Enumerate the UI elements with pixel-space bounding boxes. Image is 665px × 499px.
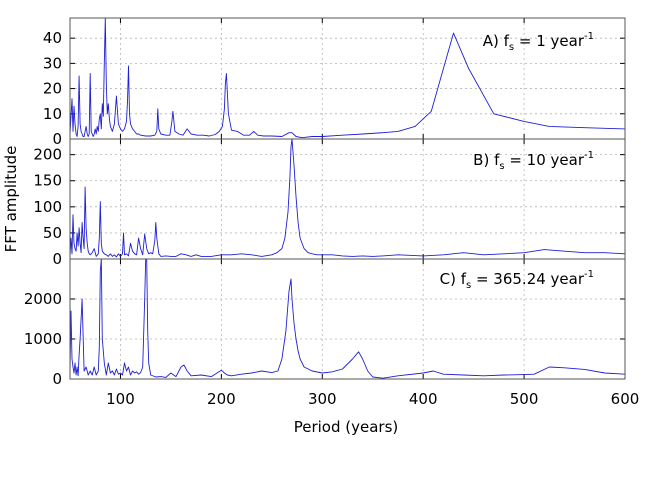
panel-label-rest: = 1 year bbox=[514, 32, 585, 50]
x-tick-label: 400 bbox=[409, 390, 438, 408]
series-line-panel-1 bbox=[70, 18, 625, 139]
x-tick-label: 200 bbox=[207, 390, 236, 408]
x-tick-label: 600 bbox=[611, 390, 640, 408]
y-tick-label: 0 bbox=[52, 250, 62, 268]
panel-1: 0 10 20 30 40 A) fs = 1 year-1 bbox=[43, 17, 626, 148]
panel-label-rest: = 365.24 year bbox=[471, 270, 585, 288]
panel-label-sup: -1 bbox=[584, 269, 594, 280]
x-tick-label: 100 bbox=[106, 390, 135, 408]
panel-label-main: A) f bbox=[483, 32, 510, 50]
series-line-panel-3 bbox=[70, 259, 625, 379]
panel-label-sup: -1 bbox=[584, 150, 594, 161]
panel-label-sub: s bbox=[509, 42, 514, 53]
y-tick-label: 100 bbox=[33, 198, 62, 216]
y-tick-label: 200 bbox=[33, 146, 62, 164]
panel-label: C) fs = 365.24 year-1 bbox=[440, 269, 594, 291]
panel-label-rest: = 10 year bbox=[505, 151, 585, 169]
panel-label: B) fs = 10 year-1 bbox=[473, 150, 594, 172]
panel-label-sub: s bbox=[499, 161, 504, 172]
y-tick-label: 40 bbox=[43, 29, 62, 47]
panel-label-sup: -1 bbox=[584, 31, 594, 42]
y-tick-label: 10 bbox=[43, 105, 62, 123]
panel-3: 0 1000 2000 C) fs = 365.24 year-1 bbox=[24, 258, 626, 388]
panel-label-main: C) f bbox=[440, 270, 467, 288]
y-axis-title: FFT amplitude bbox=[2, 146, 20, 253]
y-tick-label: 20 bbox=[43, 80, 62, 98]
y-tick-label: 1000 bbox=[24, 330, 62, 348]
y-tick-label: 50 bbox=[43, 224, 62, 242]
series-line-panel-2 bbox=[70, 139, 625, 258]
y-tick-label: 0 bbox=[52, 370, 62, 388]
y-tick-label: 30 bbox=[43, 54, 62, 72]
x-tick-label: 500 bbox=[510, 390, 539, 408]
y-tick-label: 2000 bbox=[24, 290, 62, 308]
panel-label-sub: s bbox=[466, 280, 471, 291]
y-tick-label: 0 bbox=[52, 130, 62, 148]
panel-frame bbox=[69, 258, 626, 380]
y-tick-label: 150 bbox=[33, 172, 62, 190]
panel-2: 0 50 100 150 200 B) fs = 10 year-1 bbox=[33, 138, 626, 268]
panel-label: A) fs = 1 year-1 bbox=[483, 31, 594, 53]
x-tick-label: 300 bbox=[308, 390, 337, 408]
x-axis-title: Period (years) bbox=[294, 418, 399, 436]
panel-label-main: B) f bbox=[473, 151, 500, 169]
